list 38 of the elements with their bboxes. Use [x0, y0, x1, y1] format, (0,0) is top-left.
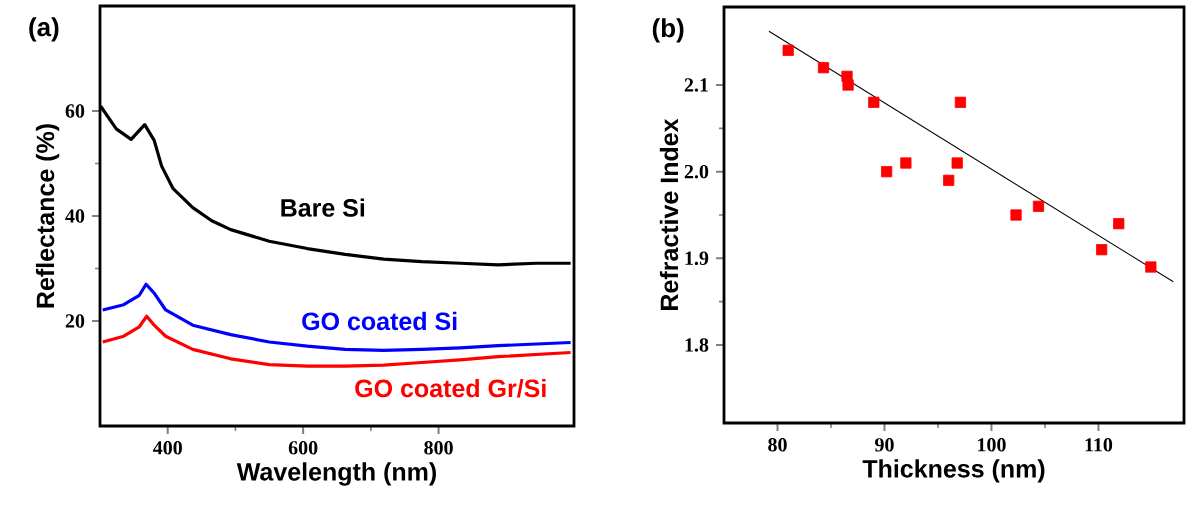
chart-title: (b): [652, 18, 684, 43]
x-tick-label: 100: [978, 438, 1006, 452]
series-label: Bare Si: [281, 198, 365, 217]
y-tick-label: 2.1: [684, 78, 708, 92]
line-series: [101, 282, 573, 352]
point: [1010, 209, 1022, 221]
x-tick-label: 400: [153, 441, 182, 455]
point: [900, 157, 912, 169]
point: [881, 166, 893, 178]
point: [782, 44, 794, 56]
point: [842, 79, 854, 91]
point: [868, 96, 880, 108]
y-tick-label: 1.9: [685, 251, 709, 266]
y-tick-label: 60: [65, 104, 85, 118]
y-tick-label: 20: [65, 314, 85, 328]
y-tick-label: 2.0: [684, 164, 709, 179]
point: [1096, 244, 1108, 256]
y-axis-title: Reflectance (%): [35, 124, 60, 308]
x-axis-title: Thickness (nm): [862, 459, 1045, 483]
x-tick-label: 110: [1085, 438, 1113, 452]
point: [951, 157, 963, 169]
y-tick-label: 40: [65, 209, 85, 223]
point: [1032, 200, 1045, 212]
y-axis-title: Refractive Index: [659, 118, 679, 310]
point: [943, 174, 955, 186]
series-label: GO coated Si: [302, 311, 457, 331]
point: [954, 96, 967, 108]
x-tick-label: 90: [875, 438, 894, 452]
x-tick-label: 800: [424, 441, 453, 455]
x-tick-label: 600: [288, 441, 318, 455]
point: [817, 62, 830, 74]
y-tick-label: 1.8: [685, 338, 709, 352]
series-label: GO coated Gr/Si: [355, 378, 546, 398]
chart-title: (a): [29, 17, 59, 42]
x-tick-label: 80: [768, 438, 787, 452]
x-axis-title: Wavelength (nm): [236, 462, 436, 486]
point: [1113, 218, 1125, 230]
point: [1145, 261, 1157, 273]
